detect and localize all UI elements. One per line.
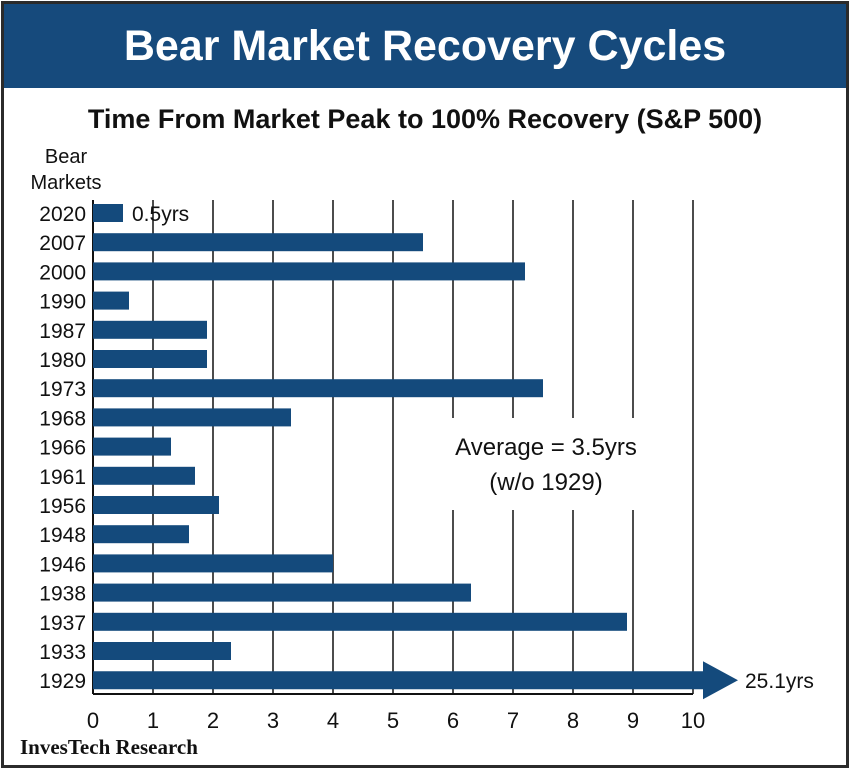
y-tick-label: 2000 — [39, 261, 86, 284]
y-tick-label: 2007 — [39, 232, 86, 255]
y-tick-label: 2020 — [39, 203, 86, 226]
average-annotation: Average = 3.5yrs — [455, 434, 637, 461]
data-label-1929: 25.1yrs — [745, 670, 814, 693]
y-axis-label-line2: Markets — [30, 172, 101, 194]
y-tick-label: 1980 — [39, 349, 86, 372]
y-tick-label: 1929 — [39, 670, 86, 693]
bar-2007 — [93, 233, 423, 252]
y-tick-label: 1973 — [39, 378, 86, 401]
bar-1933 — [93, 642, 231, 660]
y-tick-label: 1987 — [39, 320, 86, 343]
y-tick-label: 1937 — [39, 612, 86, 635]
y-tick-label: 1968 — [39, 407, 86, 430]
x-tick-label: 1 — [147, 708, 159, 733]
bar-1956 — [93, 496, 219, 514]
bar-1937 — [93, 612, 627, 631]
average-annotation-note: (w/o 1929) — [489, 469, 602, 496]
bar-2000 — [93, 262, 525, 281]
y-tick-label: 1990 — [39, 291, 86, 314]
x-tick-label: 6 — [447, 708, 459, 733]
chart-title: Time From Market Peak to 100% Recovery (… — [88, 104, 762, 134]
bar-1961 — [93, 466, 195, 485]
y-tick-label: 1948 — [39, 524, 86, 547]
y-tick-label: 1938 — [39, 583, 86, 606]
x-tick-label: 2 — [207, 708, 219, 733]
x-tick-label: 10 — [681, 708, 705, 733]
y-tick-label: 1933 — [39, 641, 86, 664]
x-tick-label: 5 — [387, 708, 399, 733]
y-tick-label: 1966 — [39, 437, 86, 460]
bar-1973 — [93, 379, 543, 398]
bar-1987 — [93, 320, 207, 339]
bar-1929-arrow — [93, 661, 738, 700]
annotation-background — [405, 418, 665, 510]
y-tick-label: 1956 — [39, 495, 86, 518]
x-tick-label: 4 — [327, 708, 339, 733]
bar-1968 — [93, 408, 291, 427]
y-tick-label: 1961 — [39, 466, 86, 489]
x-tick-label: 8 — [567, 708, 579, 733]
data-label-2020: 0.5yrs — [132, 203, 189, 226]
y-tick-label: 1946 — [39, 553, 86, 576]
x-tick-label: 7 — [507, 708, 519, 733]
bar-1946 — [93, 554, 333, 573]
bar-1966 — [93, 437, 171, 456]
bar-1990 — [93, 291, 129, 310]
bar-2020 — [93, 204, 123, 222]
bar-1948 — [93, 525, 189, 544]
x-tick-label: 3 — [267, 708, 279, 733]
bar-1938 — [93, 583, 471, 602]
x-tick-label: 0 — [87, 708, 99, 733]
y-axis-label-line1: Bear — [45, 146, 88, 168]
x-tick-label: 9 — [627, 708, 639, 733]
bar-1980 — [93, 350, 207, 368]
header-title: Bear Market Recovery Cycles — [4, 4, 846, 88]
source-credit: InvesTech Research — [20, 735, 198, 759]
